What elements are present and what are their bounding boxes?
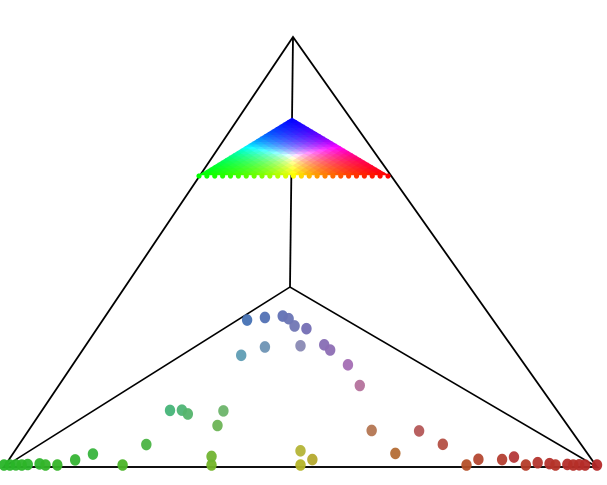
data-point [508, 451, 520, 463]
data-point [206, 450, 217, 463]
legend-edge-dot [212, 173, 218, 179]
data-point [295, 339, 306, 352]
outer-triangle [2, 35, 599, 468]
legend-cell [303, 127, 314, 131]
data-point [16, 459, 27, 471]
data-points [0, 310, 603, 471]
data-point [206, 459, 217, 471]
legend-edge-dot [259, 173, 265, 179]
legend-edge-dot [298, 173, 304, 179]
data-point [52, 459, 63, 471]
data-point [87, 448, 99, 460]
data-point [218, 405, 229, 417]
data-point [295, 445, 306, 457]
legend-cell [295, 122, 306, 126]
data-point [295, 459, 306, 471]
data-point [550, 459, 561, 471]
legend-cell [359, 160, 370, 164]
legend-edge-dot [275, 173, 281, 179]
legend-edge-dot [204, 173, 210, 179]
legend-cell [315, 134, 326, 138]
legend-cell [323, 139, 334, 143]
data-point [568, 459, 579, 471]
legend-cell [339, 148, 350, 152]
data-point [301, 322, 312, 335]
legend-cell [327, 141, 338, 145]
legend-cell [371, 167, 382, 171]
legend-edge-dot [306, 173, 312, 179]
data-point [354, 379, 365, 392]
data-point [40, 459, 51, 471]
inner-triangle-outline [1, 286, 600, 468]
data-point [241, 314, 253, 326]
legend-edge-dot [346, 173, 352, 179]
legend-edge-dot [322, 173, 328, 179]
color-legend-triangle [196, 117, 391, 179]
legend-edge-dot [251, 173, 257, 179]
data-point [212, 419, 223, 432]
legend-cell [343, 150, 354, 154]
data-point [437, 438, 449, 451]
data-point [579, 459, 591, 471]
legend-edge-dot [243, 173, 249, 179]
data-point [532, 456, 543, 469]
legend-edge-dot [283, 173, 289, 179]
data-point [520, 459, 532, 471]
data-point [117, 459, 128, 471]
data-point [413, 425, 425, 437]
data-point [307, 453, 318, 466]
legend-edge-dot [377, 173, 383, 179]
legend-cell [291, 120, 302, 124]
legend-edge-dot [196, 173, 202, 179]
data-point [390, 447, 401, 460]
legend-edge-dot [338, 173, 344, 179]
data-point [236, 349, 247, 362]
legend-cell [355, 158, 366, 162]
legend-edge-dot [353, 173, 360, 179]
legend-cell [311, 131, 322, 135]
data-point [4, 459, 16, 471]
legend-cell [335, 146, 346, 150]
data-point [141, 438, 152, 451]
outer-simplex [2, 35, 599, 468]
data-point [473, 453, 484, 466]
legend-cell [299, 124, 310, 128]
legend-edge-dot [235, 173, 241, 179]
legend-edge-dot [369, 173, 375, 179]
legend-cell [319, 136, 330, 140]
legend-cell [367, 165, 378, 169]
inner-triangle [1, 286, 600, 468]
legend-cell [347, 153, 358, 157]
legend-cell [287, 117, 298, 121]
legend-edge-dot [385, 173, 391, 179]
legend-cell [375, 169, 386, 173]
legend-cell [307, 129, 318, 133]
data-point [289, 320, 300, 332]
data-point [461, 459, 472, 471]
data-point [164, 404, 176, 417]
data-point [69, 454, 81, 466]
legend-cell [351, 155, 362, 159]
legend-edge-dot [267, 173, 273, 179]
legend-edge-dot [290, 173, 297, 179]
data-point [591, 459, 603, 471]
data-point [182, 408, 194, 420]
legend-edge-dot [361, 173, 367, 179]
legend-edge-dot [314, 173, 320, 179]
legend-edge-dot [220, 173, 226, 179]
legend-cell [331, 143, 342, 147]
data-point [259, 311, 271, 324]
data-point [324, 344, 336, 356]
legend-cell [363, 162, 374, 166]
data-point [259, 341, 271, 353]
data-point [496, 453, 508, 466]
legend-edge-dot [330, 173, 336, 179]
data-point [342, 359, 354, 371]
data-point [366, 424, 377, 437]
legend-edge-dot [227, 173, 234, 179]
